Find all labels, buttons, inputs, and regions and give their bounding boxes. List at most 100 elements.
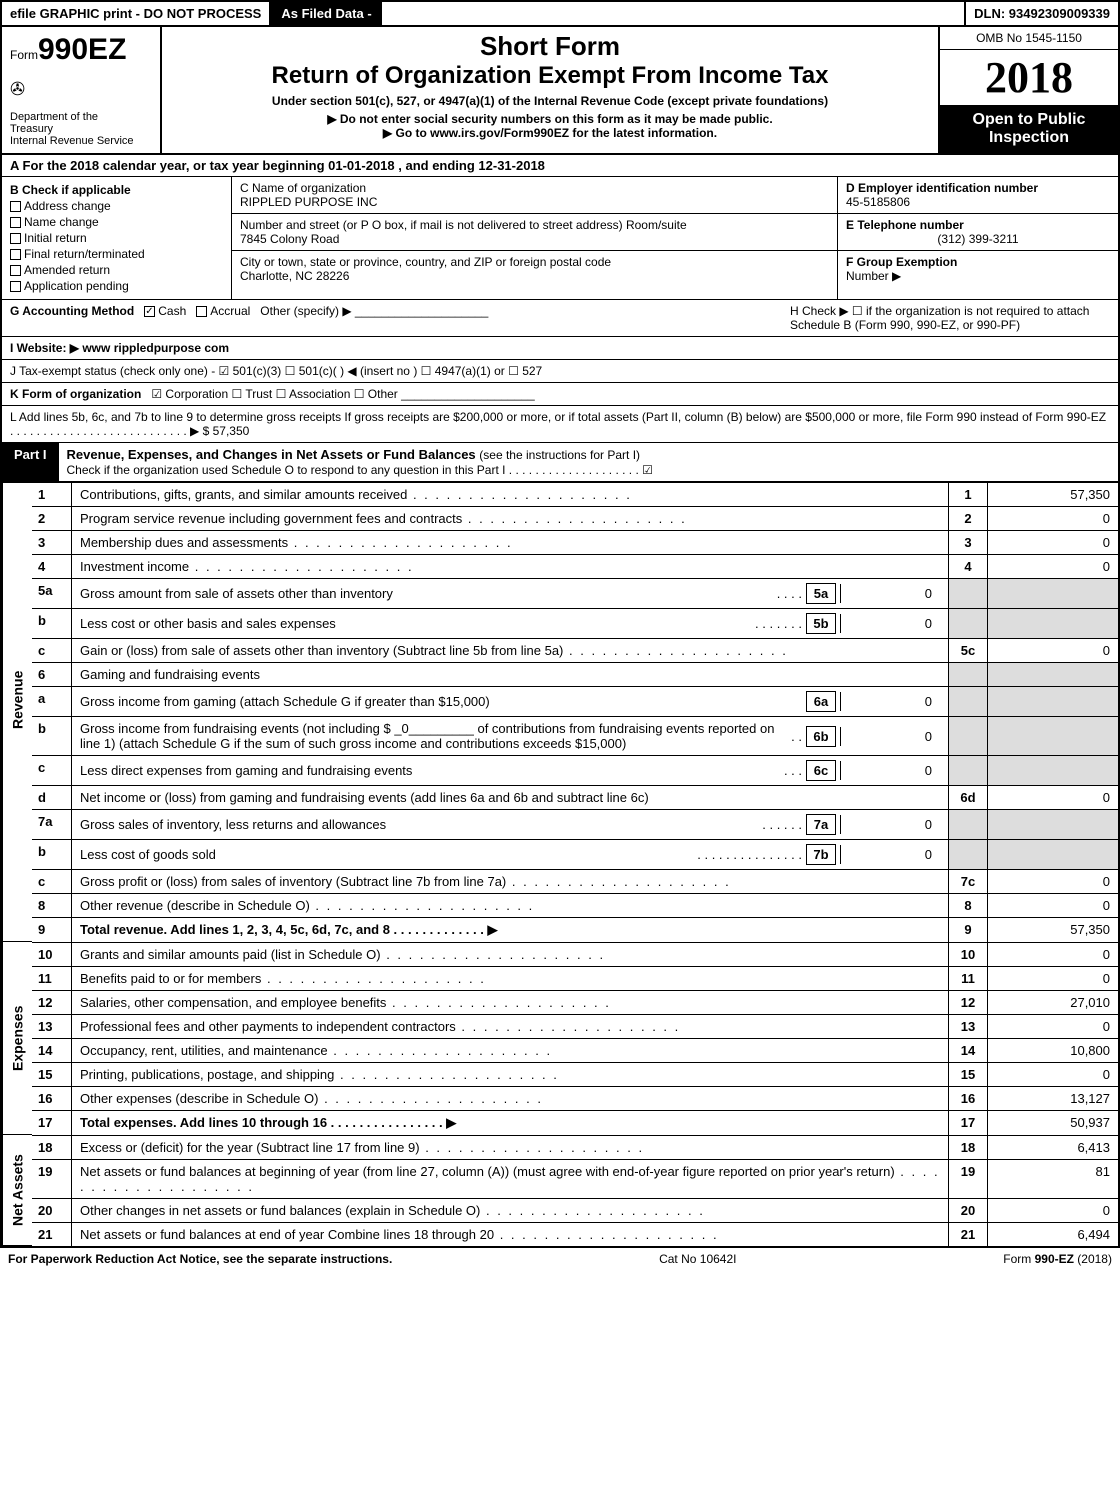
line-3-desc: Membership dues and assessments [72,530,948,554]
part-tag: Part I [2,443,59,481]
expenses-vlabel: Expenses [2,942,32,1135]
omb-number: OMB No 1545-1150 [940,27,1118,50]
line-16-amt: 13,127 [988,1086,1118,1110]
line-7b-ref [948,839,988,869]
line-18-desc: Excess or (deficit) for the year (Subtra… [72,1135,948,1159]
line-6a-desc: Gross income from gaming (attach Schedul… [72,686,948,716]
line-6a-amt [988,686,1118,716]
line-19-amt: 81 [988,1159,1118,1198]
section-def: D Employer identification number 45-5185… [838,177,1118,299]
h-box: H Check ▶ ☐ if the organization is not r… [790,304,1110,332]
org-street: 7845 Colony Road [240,232,829,246]
line-15-desc: Printing, publications, postage, and shi… [72,1062,948,1086]
line-5b-amt [988,608,1118,638]
line-5a-no: 5a [32,578,72,608]
line-14-no: 14 [32,1038,72,1062]
row-l-amount: ▶ $ 57,350 [190,424,249,438]
line-11-amt: 0 [988,966,1118,990]
line-16-no: 16 [32,1086,72,1110]
footer: For Paperwork Reduction Act Notice, see … [0,1248,1120,1270]
line-6c-no: c [32,755,72,785]
line-13-ref: 13 [948,1014,988,1038]
line-20-amt: 0 [988,1198,1118,1222]
line-8-no: 8 [32,893,72,917]
irs-logo-icon: ✇ [10,79,152,100]
line-2-desc: Program service revenue including govern… [72,506,948,530]
line-17-no: 17 [32,1110,72,1135]
line-16-ref: 16 [948,1086,988,1110]
line-15-no: 15 [32,1062,72,1086]
line-1-amt: 57,350 [988,483,1118,506]
line-21-ref: 21 [948,1222,988,1246]
c-label: C Name of organization [240,181,829,195]
line-6d-amt: 0 [988,785,1118,809]
f-sub: Number ▶ [846,269,1110,283]
line-7c-amt: 0 [988,869,1118,893]
form-prefix: Form [10,48,38,62]
row-g: G Accounting Method Cash Accrual Other (… [0,299,1120,336]
accrual-checkbox[interactable] [196,306,207,317]
line-10-amt: 0 [988,942,1118,966]
line-8-desc: Other revenue (describe in Schedule O) [72,893,948,917]
name-change-checkbox[interactable] [10,217,21,228]
line-6d-desc: Net income or (loss) from gaming and fun… [72,785,948,809]
g-label: G Accounting Method [10,304,134,318]
line-9-amt: 57,350 [988,917,1118,942]
b-label: B Check if applicable [10,183,131,197]
line-11-no: 11 [32,966,72,990]
main-title: Return of Organization Exempt From Incom… [170,62,930,90]
row-a-taxyear: A For the 2018 calendar year, or tax yea… [0,155,1120,177]
line-3-no: 3 [32,530,72,554]
line-6b-ref [948,716,988,755]
netassets-vlabel: Net Assets [2,1135,32,1246]
dln-label: DLN: 93492309009339 [964,2,1118,25]
subtitle: Under section 501(c), 527, or 4947(a)(1)… [170,94,930,108]
section-c-org: C Name of organization RIPPLED PURPOSE I… [232,177,838,299]
amended-return-checkbox[interactable] [10,265,21,276]
open-public: Open to Public Inspection [940,105,1118,153]
top-bar: efile GRAPHIC print - DO NOT PROCESS As … [0,0,1120,27]
address-change-checkbox[interactable] [10,201,21,212]
line-4-desc: Investment income [72,554,948,578]
line-7b-desc: Less cost of goods sold . . . . . . . . … [72,839,948,869]
line-6b-amt [988,716,1118,755]
line-19-ref: 19 [948,1159,988,1198]
line-6-amt [988,662,1118,686]
final-return-checkbox[interactable] [10,249,21,260]
line-2-ref: 2 [948,506,988,530]
efile-label: efile GRAPHIC print - DO NOT PROCESS [2,2,271,25]
f-label: F Group Exemption [846,255,957,269]
title-box: Short Form Return of Organization Exempt… [162,27,938,153]
line-6b-no: b [32,716,72,755]
line-7c-desc: Gross profit or (loss) from sales of inv… [72,869,948,893]
line-21-desc: Net assets or fund balances at end of ye… [72,1222,948,1246]
line-7b-amt [988,839,1118,869]
form-body: Revenue 1 Contributions, gifts, grants, … [0,483,1120,1248]
line-7a-ref [948,809,988,839]
line-5c-desc: Gain or (loss) from sale of assets other… [72,638,948,662]
line-13-no: 13 [32,1014,72,1038]
line-5a-ref [948,578,988,608]
instruction-1: ▶ Do not enter social security numbers o… [170,112,930,126]
cash-checkbox[interactable] [144,306,155,317]
line-6b-desc: Gross income from fundraising events (no… [72,716,948,755]
line-6-ref [948,662,988,686]
line-5c-amt: 0 [988,638,1118,662]
line-7c-no: c [32,869,72,893]
line-13-desc: Professional fees and other payments to … [72,1014,948,1038]
line-15-amt: 0 [988,1062,1118,1086]
application-pending-checkbox[interactable] [10,281,21,292]
line-7a-amt [988,809,1118,839]
city-label: City or town, state or province, country… [240,255,829,269]
initial-return-checkbox[interactable] [10,233,21,244]
line-5a-desc: Gross amount from sale of assets other t… [72,578,948,608]
line-5b-no: b [32,608,72,638]
info-grid: B Check if applicable Address change Nam… [0,177,1120,299]
row-i-website: I Website: ▶ www rippledpurpose com [0,336,1120,359]
line-6a-ref [948,686,988,716]
part-title: Revenue, Expenses, and Changes in Net As… [59,443,1118,481]
line-5b-ref [948,608,988,638]
right-box: OMB No 1545-1150 2018 Open to Public Ins… [938,27,1118,153]
line-7c-ref: 7c [948,869,988,893]
line-7a-desc: Gross sales of inventory, less returns a… [72,809,948,839]
